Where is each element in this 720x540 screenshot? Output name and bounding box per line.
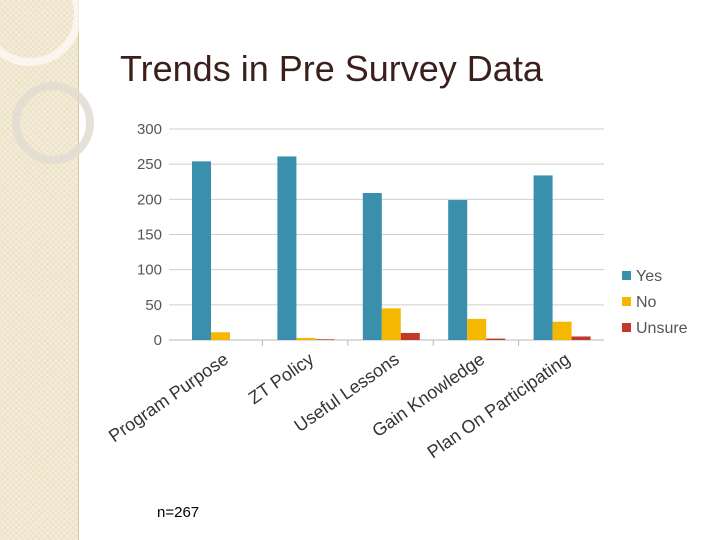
slide-title: Trends in Pre Survey Data <box>120 48 543 89</box>
legend-label: Unsure <box>636 320 688 337</box>
sample-size-note: n=267 <box>157 504 200 521</box>
x-category-label: Program Purpose <box>105 349 232 446</box>
y-tick-label: 150 <box>137 227 162 244</box>
x-category-label: Plan On Participating <box>424 349 574 462</box>
bar-no <box>211 332 230 340</box>
y-tick-label: 200 <box>137 191 162 208</box>
bar-no <box>296 337 316 340</box>
decorative-side-panel <box>0 0 94 540</box>
legend-swatch-no <box>622 297 631 306</box>
bar-yes <box>277 156 297 340</box>
bar-unsure <box>315 339 335 340</box>
legend-swatch-yes <box>622 271 631 280</box>
legend-label: Yes <box>636 268 662 285</box>
bar-unsure <box>571 336 591 340</box>
bar-no <box>381 308 401 340</box>
bar-yes <box>448 200 468 340</box>
bar-no <box>552 321 572 340</box>
bar-no <box>467 318 487 340</box>
bar-yes <box>362 193 382 340</box>
legend-swatch-unsure <box>622 323 631 332</box>
decorative-ring <box>0 0 82 66</box>
bar-unsure <box>400 332 420 340</box>
y-tick-label: 0 <box>154 332 162 349</box>
bar-yes <box>192 161 211 340</box>
y-tick-label: 300 <box>137 121 162 138</box>
x-category-label: ZT Policy <box>245 349 318 408</box>
bar-yes <box>533 175 553 340</box>
y-tick-label: 100 <box>137 262 162 279</box>
decorative-ring <box>12 82 94 164</box>
y-tick-label: 250 <box>137 156 162 173</box>
y-tick-label: 50 <box>145 297 162 314</box>
bar-unsure <box>486 338 506 340</box>
legend-label: No <box>636 294 657 311</box>
